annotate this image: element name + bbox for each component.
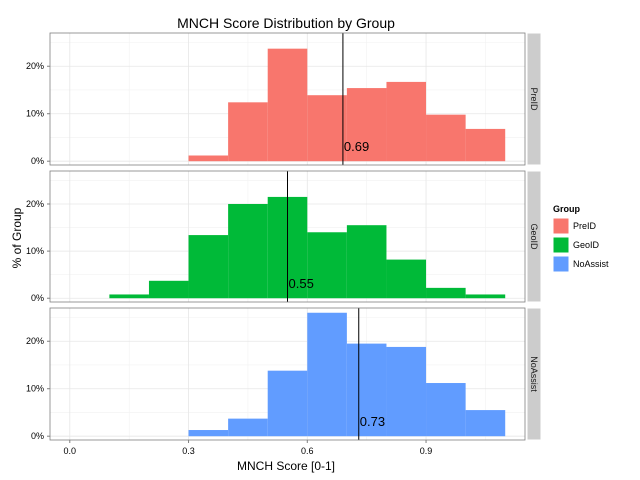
- panel-preid: 0.69 0% 10% 20% PreID: [26, 32, 542, 166]
- panel-geoid: 0.55 0% 10% 20% GeoID: [26, 170, 542, 303]
- histogram-bar: [346, 343, 387, 437]
- y-tick-label: 10%: [26, 384, 44, 394]
- legend-label-geoid: GeoID: [573, 240, 600, 250]
- x-axis: 0.0 0.3 0.6 0.9: [64, 440, 433, 456]
- histogram-bar: [228, 418, 268, 437]
- legend-label-preid: PreID: [573, 221, 597, 231]
- chart-title: MNCH Score Distribution by Group: [177, 15, 395, 31]
- legend-swatch-preid: [552, 217, 570, 235]
- histogram-bar: [426, 383, 466, 437]
- facet-panels: 0.69 0% 10% 20% PreID 0.55 0% 10% 20% GeoID 0.73 0%…: [26, 32, 542, 441]
- histogram-bar: [267, 370, 308, 437]
- histogram-bar: [188, 235, 229, 299]
- facet-strip-label: GeoID: [529, 223, 539, 250]
- x-tick-label: 0.0: [64, 446, 77, 456]
- histogram-bar: [465, 294, 506, 299]
- histogram-bar: [307, 312, 347, 437]
- histogram-bar: [267, 48, 308, 162]
- y-tick-label: 20%: [26, 336, 44, 346]
- facet-strip: [526, 32, 542, 166]
- y-tick-label: 0%: [31, 293, 44, 303]
- histogram-bar: [465, 410, 506, 437]
- legend-swatch-geoid: [552, 236, 570, 254]
- y-tick-label: 20%: [26, 61, 44, 71]
- histogram-bar: [148, 280, 189, 299]
- histogram-bar: [188, 430, 229, 437]
- x-tick-label: 0.3: [182, 446, 195, 456]
- x-axis-title: MNCH Score [0-1]: [237, 459, 335, 473]
- panel-border: [49, 170, 526, 303]
- histogram-bar: [228, 203, 268, 299]
- mean-value-label: 0.69: [344, 139, 369, 154]
- histogram-bar: [109, 294, 149, 299]
- y-tick-label: 10%: [26, 109, 44, 119]
- histogram-bar: [386, 81, 427, 162]
- facet-strip: [526, 307, 542, 441]
- x-tick-label: 0.6: [301, 446, 314, 456]
- histogram-bar: [188, 155, 229, 162]
- histogram-bar: [228, 102, 268, 162]
- y-tick-label: 0%: [31, 431, 44, 441]
- facet-strip-label: NoAssist: [529, 356, 539, 392]
- histogram-bar: [426, 287, 466, 299]
- y-tick-label: 0%: [31, 156, 44, 166]
- x-tick-label: 0.9: [420, 446, 433, 456]
- legend-label-noassist: NoAssist: [573, 259, 609, 269]
- panel-border: [49, 32, 526, 166]
- mean-value-label: 0.55: [289, 276, 314, 291]
- panel-border: [49, 307, 526, 441]
- legend: Group PreID GeoID NoAssist: [552, 204, 609, 273]
- y-tick-label: 10%: [26, 246, 44, 256]
- histogram-bar: [465, 128, 506, 162]
- legend-swatch-noassist: [552, 255, 570, 273]
- legend-title: Group: [553, 204, 580, 214]
- histogram-bar: [386, 346, 427, 437]
- histogram-bar: [307, 232, 347, 299]
- histogram-bar: [346, 88, 387, 162]
- mean-value-label: 0.73: [360, 414, 385, 429]
- histogram-bar: [426, 114, 466, 162]
- panel-noassist: 0.73 0% 10% 20% NoAssist: [26, 307, 542, 441]
- facet-strip: [526, 170, 542, 303]
- histogram-bar: [386, 259, 427, 299]
- facet-strip-label: PreID: [529, 87, 539, 111]
- histogram-bar: [307, 95, 347, 162]
- y-tick-label: 20%: [26, 199, 44, 209]
- y-axis-title: % of Group: [10, 207, 24, 268]
- histogram-bar: [346, 225, 387, 299]
